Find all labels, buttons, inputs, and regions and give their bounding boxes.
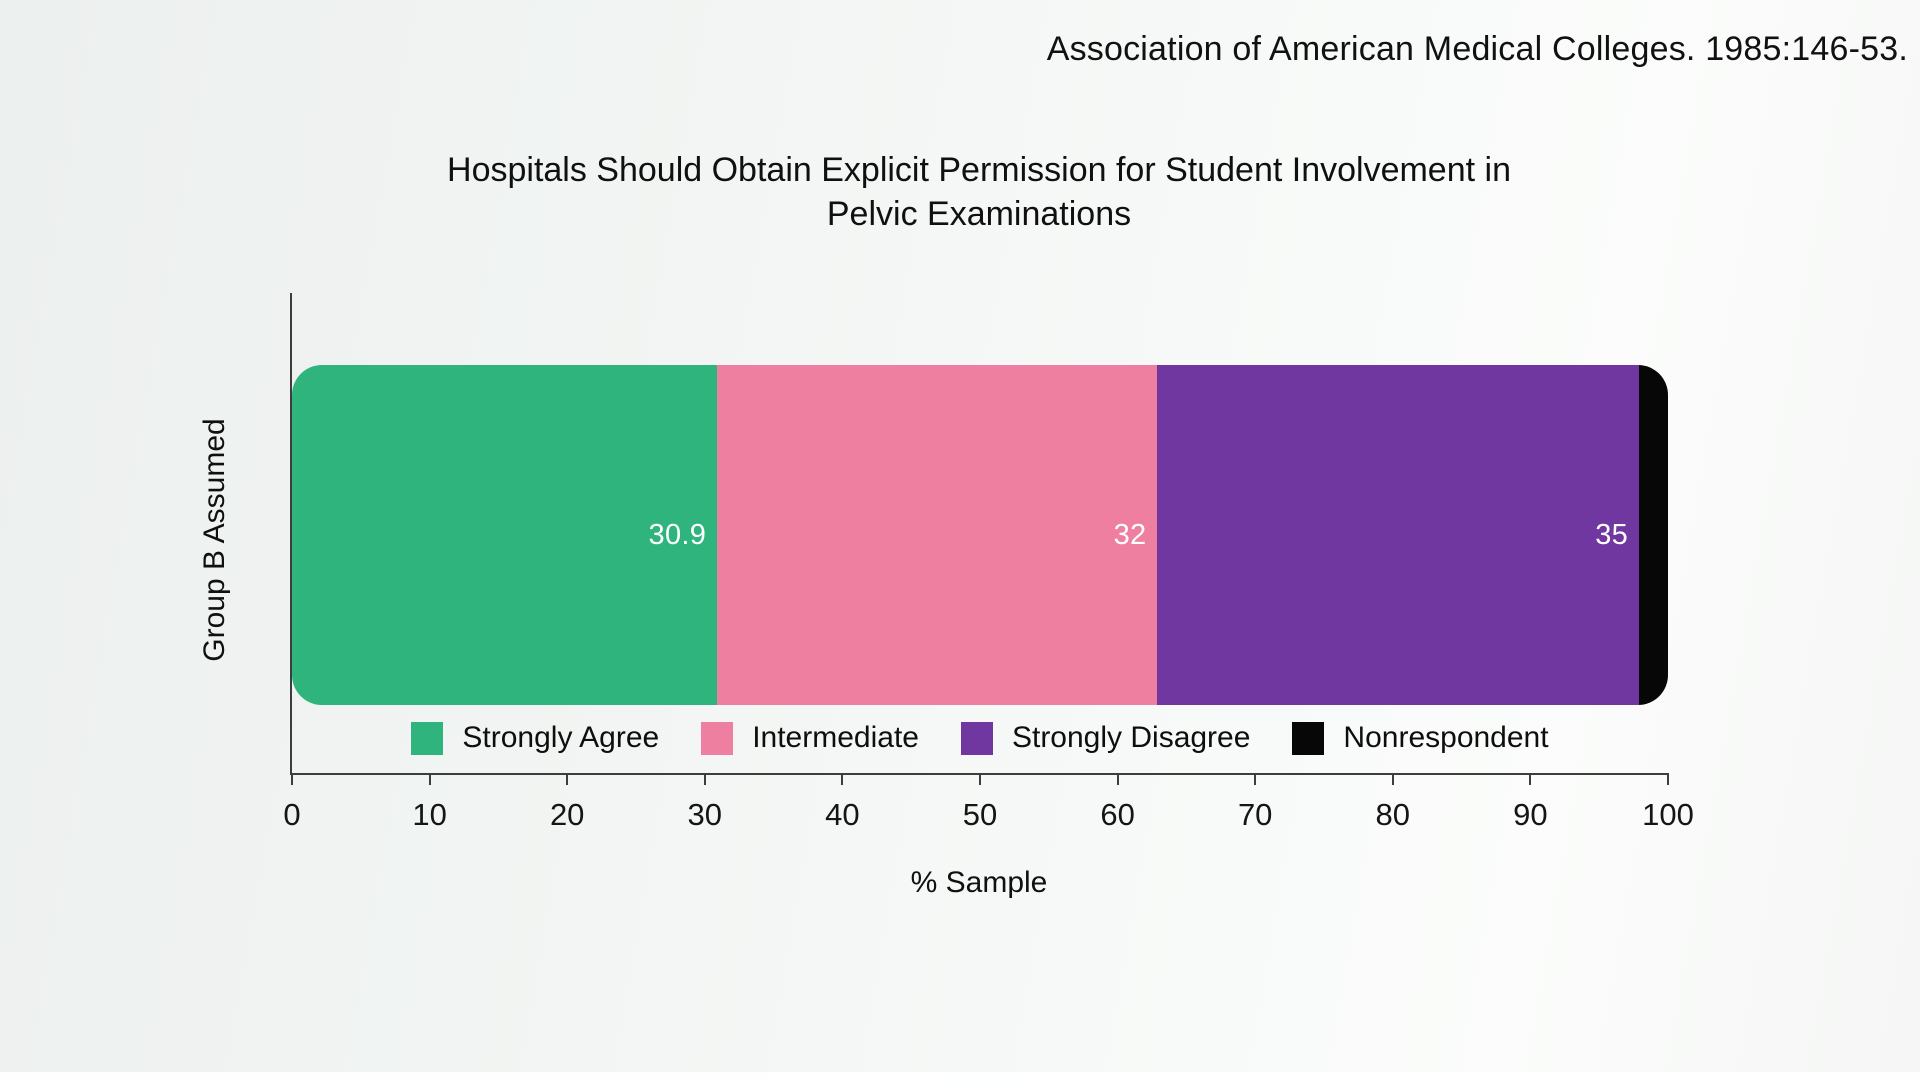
- y-axis-label: Group B Assumed: [198, 418, 231, 662]
- plot-area: 30.9 32 35 Strongly Agree Intermediate Stron…: [283, 293, 1694, 832]
- x-tick-label: 100: [1642, 797, 1694, 832]
- x-tick-mark: [291, 773, 293, 785]
- legend: Strongly Agree Intermediate Strongly Disag…: [292, 721, 1668, 755]
- legend-label: Nonrespondent: [1343, 721, 1549, 754]
- x-tick-label: 90: [1513, 797, 1548, 832]
- legend-item-strongly-agree: Strongly Agree: [411, 721, 659, 755]
- bottom-edge-strip: [0, 1072, 1920, 1080]
- bar-segment-strongly-agree: 30.9: [292, 365, 718, 705]
- x-tick-label: 50: [962, 797, 998, 832]
- bar-value-label: 35: [1595, 518, 1629, 551]
- x-tick-mark: [841, 773, 844, 785]
- x-tick-label: 40: [825, 797, 860, 832]
- x-tick-label: 70: [1237, 797, 1273, 832]
- x-tick-mark: [979, 773, 981, 785]
- x-tick-mark: [1667, 773, 1669, 785]
- legend-label: Intermediate: [752, 721, 919, 754]
- x-tick-label: 0: [283, 797, 301, 832]
- legend-label: Strongly Disagree: [1011, 721, 1251, 754]
- x-tick-mark: [1116, 773, 1119, 785]
- stacked-bar: 30.9 32 35: [292, 365, 1668, 705]
- x-tick-label: 30: [687, 797, 723, 832]
- legend-swatch-intermediate: [701, 721, 734, 755]
- legend-item-nonrespondent: Nonrespondent: [1292, 721, 1549, 755]
- bar-value-label: 30.9: [648, 518, 707, 551]
- legend-swatch-nonrespondent: [1292, 721, 1325, 755]
- x-tick-label: 20: [549, 797, 585, 832]
- chart-title: Hospitals Should Obtain Explicit Permiss…: [290, 148, 1668, 236]
- bar-segment-intermediate: 32: [717, 365, 1158, 705]
- x-tick-mark: [1391, 773, 1394, 785]
- legend-item-intermediate: Intermediate: [701, 721, 919, 755]
- chart-title-text: Hospitals Should Obtain Explicit Permiss…: [447, 151, 1511, 233]
- x-tick-label: 10: [412, 797, 447, 832]
- source-citation: Association of American Medical Colleges…: [1046, 30, 1908, 68]
- legend-label: Strongly Agree: [462, 721, 660, 754]
- legend-swatch-strongly-disagree: [960, 721, 993, 755]
- x-axis-label: % Sample: [910, 866, 1048, 899]
- x-tick-mark: [1529, 773, 1532, 785]
- x-tick-mark: [703, 773, 706, 785]
- x-tick-mark: [428, 773, 431, 785]
- bar-segment-nonrespondent: [1639, 365, 1668, 705]
- legend-item-strongly-disagree: Strongly Disagree: [960, 721, 1251, 755]
- legend-swatch-strongly-agree: [411, 721, 444, 755]
- bar-value-label: 32: [1113, 518, 1147, 551]
- x-tick-label: 60: [1100, 797, 1135, 832]
- x-tick-mark: [566, 773, 569, 785]
- bar-segment-strongly-disagree: 35: [1157, 365, 1640, 705]
- x-tick-label: 80: [1375, 797, 1411, 832]
- x-tick-mark: [1254, 773, 1257, 785]
